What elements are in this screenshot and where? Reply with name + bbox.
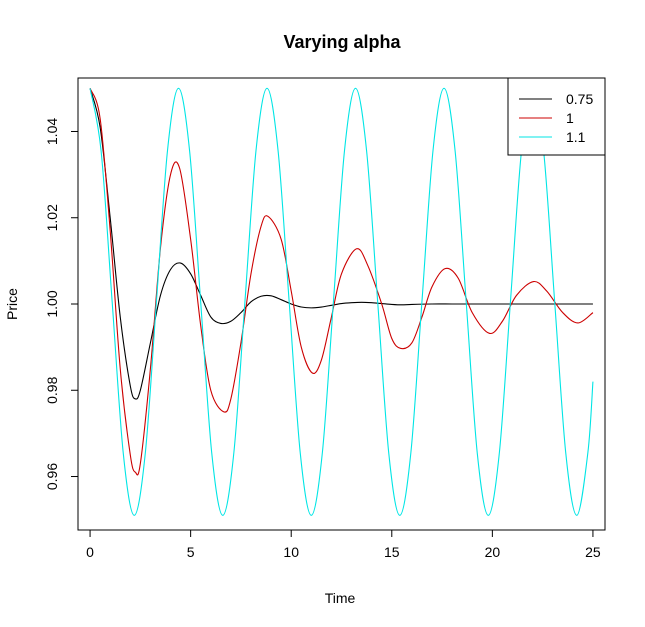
x-axis-label: Time xyxy=(325,590,356,606)
x-tick-label: 5 xyxy=(187,544,195,560)
y-tick-label: 1.04 xyxy=(44,118,60,145)
legend: 0.75 1 1.1 xyxy=(507,77,606,156)
x-tick-label: 25 xyxy=(585,544,601,560)
legend-label-3: 1.1 xyxy=(566,129,586,145)
x-tick-label: 10 xyxy=(283,544,299,560)
y-tick-label: 1.02 xyxy=(44,204,60,231)
y-axis: 0.96 0.98 1.00 1.02 1.04 xyxy=(44,118,79,490)
series-layer xyxy=(89,87,594,516)
y-tick-label: 0.98 xyxy=(44,376,60,403)
series-line-1 xyxy=(89,88,593,400)
y-tick-label: 1.00 xyxy=(44,290,60,317)
chart-title: Varying alpha xyxy=(283,32,401,52)
x-tick-label: 0 xyxy=(86,544,94,560)
x-tick-label: 20 xyxy=(485,544,501,560)
legend-box xyxy=(507,77,606,156)
x-axis: 0 5 10 15 20 25 xyxy=(86,529,601,560)
x-tick-label: 15 xyxy=(384,544,400,560)
y-axis-label: Price xyxy=(4,288,20,320)
legend-label-2: 1 xyxy=(566,110,574,126)
legend-label-1: 0.75 xyxy=(566,91,593,107)
series-line-3 xyxy=(89,87,594,516)
y-tick-label: 0.96 xyxy=(44,463,60,490)
series-line-2 xyxy=(89,88,594,476)
